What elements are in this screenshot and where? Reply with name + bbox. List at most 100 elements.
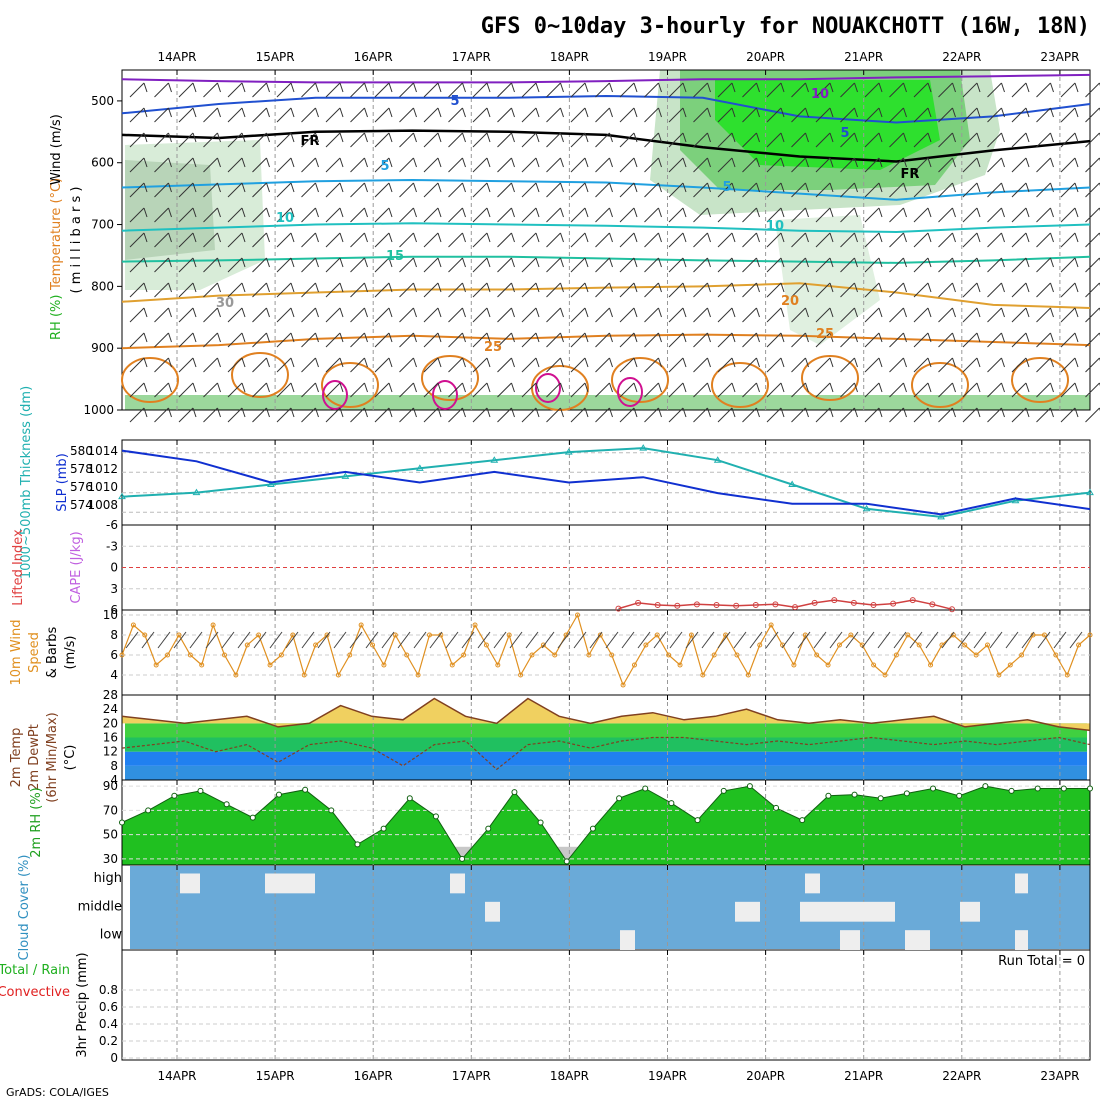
barb-flag [658,407,662,418]
wind-barb [497,257,515,273]
barb-staff [374,182,390,198]
barb-staff [1036,382,1051,398]
barb-staff [913,82,929,98]
barb-staff [350,132,365,148]
barb-staff [644,82,659,98]
barb-staff [448,132,463,148]
barb-staff [276,207,292,223]
wind-barb [399,407,417,423]
wind-barb [399,182,417,198]
barb-staff [717,182,733,198]
barb-flag [1001,282,1005,293]
barb-staff [840,307,855,323]
wind-barb [1085,232,1100,248]
barb-staff [178,332,194,348]
barb-flag [976,107,981,118]
barb-staff [570,232,586,248]
barb-staff [668,382,684,398]
barb-flag [633,207,638,218]
wind-barb [570,332,589,348]
barb-flag [535,182,540,193]
barb-staff [595,182,610,198]
wind-barb [595,382,613,398]
barb-staff [742,157,757,173]
rh-point [380,825,387,832]
barb-staff [693,182,708,198]
barb-staff [178,182,194,198]
wind-speed-point [916,642,922,648]
barb-staff [570,157,586,173]
wind-barb [595,232,613,248]
wind-barb [1060,382,1079,398]
barb-staff [889,332,904,348]
barb-staff [1011,332,1027,348]
barb-staff [766,382,782,398]
barb-flag [731,307,736,318]
barb-staff [423,357,439,373]
barb-flag [976,232,981,243]
barb-flag [927,357,932,368]
surface-wind-barb [701,631,715,649]
wind-barb [962,382,981,398]
barb-staff [1011,157,1027,173]
barb-staff [570,182,586,198]
wind-barb [840,332,858,348]
wind-barb [693,282,711,298]
wind-barb [325,282,344,298]
wind-barb [742,282,760,298]
barb-staff [497,282,512,298]
barb-flag [192,182,197,193]
wind-barb [350,332,368,348]
temp-ylabel: (°C) [63,745,78,771]
barb-staff [497,207,512,223]
lifted-index-point [948,606,955,613]
barb-flag [364,332,368,343]
barb-staff [962,357,978,373]
barb-staff [938,132,953,148]
barb-flag [462,382,466,393]
barb-staff [497,107,512,123]
ytick-label: 0.6 [99,1000,118,1014]
barb-staff [227,232,243,248]
wind-barb [1085,207,1100,223]
wind-barb [815,207,834,223]
wind-speed-point [324,632,330,638]
barb-flag [560,182,564,193]
barb-staff [864,282,880,298]
barb-staff [448,82,463,98]
surface-wind-barb [1021,631,1035,649]
barb-flag [266,82,270,93]
barb-staff [619,282,635,298]
wind-barb [1060,332,1079,348]
barb-flag [658,332,662,343]
temp-area [122,698,1090,731]
lifted-index-label: Lifted Index [11,529,26,606]
barb-flag [339,207,344,218]
barb-staff [987,157,1002,173]
wind-barb [178,257,197,273]
slp-label: SLP (mb) [55,453,70,512]
barb-staff [864,182,880,198]
barb-flag [780,107,785,118]
footer-credit: GrADS: COLA/IGES [6,1086,109,1099]
series-line-0 [121,447,1091,518]
wind-barb [252,332,270,348]
wind-barb [693,357,711,373]
barb-flag [854,357,858,368]
barb-flag [168,332,172,343]
barb-flag [927,282,932,293]
barb-staff [840,232,855,248]
barb-staff [252,132,267,148]
barb-flag [731,407,736,418]
wind-barb [1011,232,1030,248]
wind-barb [203,307,221,323]
wind-barb [497,382,515,398]
barb-staff [178,307,194,323]
date-label-top: 14APR [157,50,196,64]
wind-barb [864,407,883,423]
wind-barb [521,282,540,298]
rh-point [1034,785,1041,792]
wind-barb [644,207,662,223]
barb-staff [742,257,757,273]
date-label-top: 19APR [648,50,687,64]
